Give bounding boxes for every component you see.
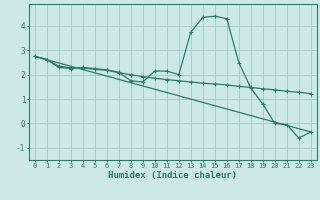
X-axis label: Humidex (Indice chaleur): Humidex (Indice chaleur) <box>108 171 237 180</box>
